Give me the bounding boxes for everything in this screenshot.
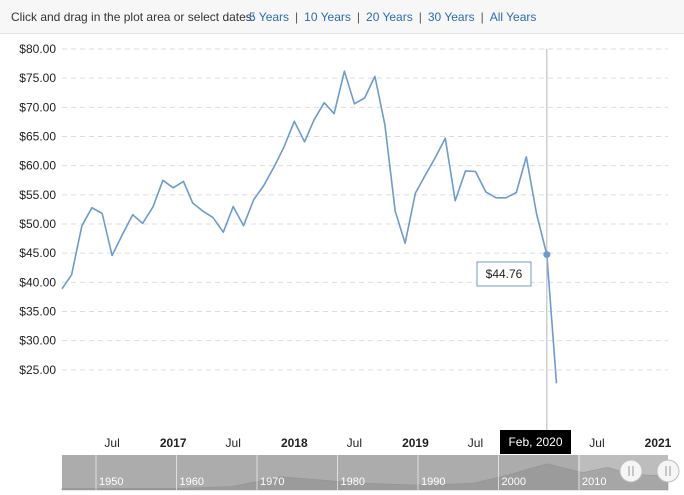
- range-selector-bar: Click and drag in the plot area or selec…: [0, 0, 684, 34]
- y-tick-label: $80.00: [19, 42, 56, 56]
- x-tick-label: Jul: [589, 436, 604, 450]
- y-axis: $25.00 $30.00 $35.00 $40.00 $45.00 $50.00 $55.…: [19, 42, 56, 377]
- navigator-decade-label: 1960: [180, 476, 204, 488]
- date-label-box: [500, 430, 571, 454]
- y-tick-label: $60.00: [19, 159, 56, 173]
- x-tick-label: Jul: [104, 436, 119, 450]
- price-line: [61, 70, 558, 384]
- x-tick-label: Jul: [468, 436, 483, 450]
- date-label-text: Feb, 2020: [508, 435, 562, 449]
- hover-point: [543, 251, 551, 259]
- y-tick-label: $30.00: [19, 334, 56, 348]
- x-tick-label: 2018: [281, 436, 308, 450]
- y-tick-label: $35.00: [19, 305, 56, 319]
- tooltip-value: $44.76: [486, 267, 523, 281]
- x-axis: Jul 2017 Jul 2018 Jul 2019 Jul Jul 2021: [104, 436, 671, 450]
- navigator-left-handle[interactable]: [619, 459, 643, 483]
- navigator-right-handle[interactable]: [656, 459, 680, 483]
- navigator-decade-label: 2000: [502, 476, 526, 488]
- range-options: 5 Years | 10 Years | 20 Years | 30 Years | All Y…: [249, 10, 536, 24]
- range-separator: |: [418, 10, 422, 24]
- navigator-decade-label: 1980: [341, 476, 365, 488]
- y-tick-label: $25.00: [19, 363, 56, 377]
- price-chart[interactable]: $25.00 $30.00 $35.00 $40.00 $45.00 $50.00 $55.…: [0, 34, 684, 495]
- range-prompt: Click and drag in the plot area or selec…: [11, 10, 256, 24]
- tooltip-box: [476, 261, 532, 287]
- series-line: [61, 70, 558, 384]
- range-20-years-link[interactable]: 20 Years: [366, 10, 413, 24]
- gridlines: [62, 48, 668, 371]
- y-tick-label: $55.00: [19, 188, 56, 202]
- y-tick-label: $45.00: [19, 246, 56, 260]
- range-10-years-link[interactable]: 10 Years: [304, 10, 351, 24]
- x-tick-label: Jul: [347, 436, 362, 450]
- range-5-years-link[interactable]: 5 Years: [249, 10, 290, 24]
- navigator-decade-label: 1990: [421, 476, 445, 488]
- y-tick-label: $40.00: [19, 275, 56, 289]
- range-30-years-link[interactable]: 30 Years: [427, 10, 475, 24]
- y-tick-label: $65.00: [19, 130, 56, 144]
- y-tick-label: $50.00: [19, 217, 56, 231]
- navigator-mask: [62, 455, 578, 490]
- range-separator: |: [480, 10, 484, 24]
- navigator[interactable]: 1950 1960 1970 1980 1990 2000 2010: [61, 455, 680, 491]
- date-label: Feb, 2020: [500, 430, 571, 454]
- navigator-decade-label: 1950: [99, 476, 123, 488]
- navigator-decade-label: 2010: [582, 476, 606, 488]
- x-tick-label: 2017: [160, 436, 187, 450]
- range-all-years-link[interactable]: All Years: [489, 10, 537, 24]
- x-tick-label: 2019: [402, 436, 429, 450]
- navigator-decade-label: 1970: [260, 476, 284, 488]
- range-separator: |: [295, 10, 299, 24]
- crosshair: [543, 49, 551, 430]
- x-tick-label: Jul: [226, 436, 241, 450]
- range-separator: |: [356, 10, 361, 24]
- tooltip: $44.76: [476, 261, 532, 287]
- x-tick-label: 2021: [645, 436, 672, 450]
- y-tick-label: $70.00: [19, 100, 56, 114]
- y-tick-label: $75.00: [19, 71, 56, 85]
